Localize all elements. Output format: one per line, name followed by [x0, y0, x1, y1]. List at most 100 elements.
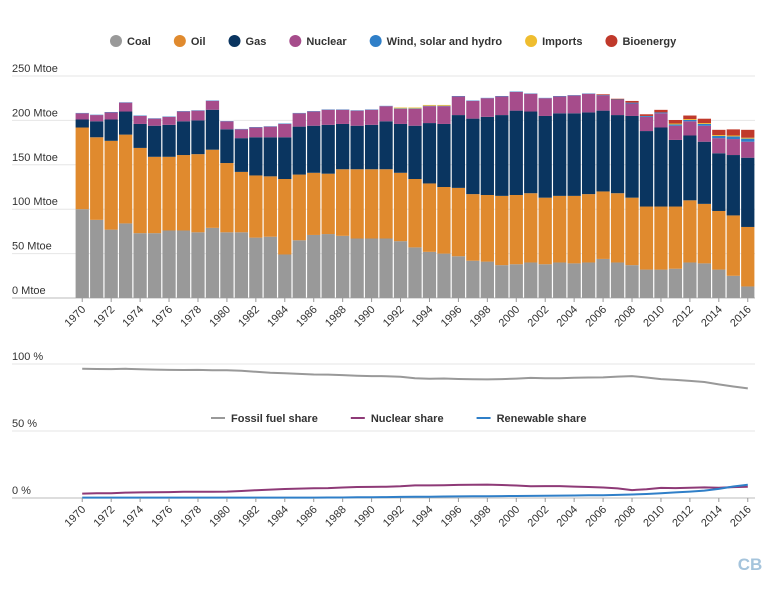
- bar-gas-2004: [567, 113, 581, 196]
- legend-swatch-bioenergy: [605, 35, 618, 47]
- top-legend: Coal Oil Gas Nuclear Wind, solar and hydro Im…: [110, 35, 677, 48]
- bottom-x-tick-label: 2008: [612, 504, 638, 530]
- bar-cap-1987: [321, 107, 335, 110]
- bar-gas-2001: [524, 111, 538, 194]
- bar-bioenergy-2008: [625, 100, 639, 103]
- top-y-tick-label: 0 Mtoe: [12, 285, 46, 297]
- bar-oil-2012: [683, 200, 697, 263]
- bar-nuclear-1991: [379, 106, 393, 122]
- bar-nuclear-1995: [437, 106, 451, 124]
- bar-cap-2011: [668, 118, 683, 120]
- bottom-y-tick-label: 50 %: [12, 418, 37, 430]
- legend-item-gas: Gas: [228, 35, 266, 48]
- bar-cap-1982: [249, 125, 263, 128]
- bar-cap-1970: [75, 111, 89, 113]
- bar-imports-2013: [697, 123, 711, 124]
- bar-cap-1988: [336, 107, 350, 110]
- bar-oil-1981: [234, 171, 249, 233]
- bar-coal-2014: [712, 269, 726, 298]
- bar-coal-1983: [263, 236, 277, 298]
- bar-cap-2000: [509, 89, 523, 92]
- bar-gas-1986: [307, 125, 321, 173]
- bar-oil-1998: [480, 194, 494, 262]
- bar-oil-1972: [104, 140, 118, 230]
- bottom-x-tick-label: 1974: [120, 504, 146, 530]
- bar-nuclear-1990: [364, 109, 379, 125]
- bottom-x-tick-label: 1970: [63, 504, 89, 530]
- bar-coal-1976: [162, 230, 176, 298]
- bar-nuclear-2002: [538, 98, 552, 116]
- bar-nuclear-1992: [393, 108, 408, 124]
- bar-bioenergy-2013: [697, 118, 711, 124]
- bar-gas-2016: [741, 157, 755, 227]
- bottom-x-tick-label: 2014: [699, 504, 725, 530]
- bar-nuclear-1984: [278, 123, 292, 138]
- bar-coal-1972: [104, 229, 118, 298]
- bar-coal-1981: [234, 232, 249, 298]
- bar-nuclear-2005: [581, 93, 596, 113]
- bar-nuclear-2013: [697, 125, 711, 142]
- bottom-x-tick-label: 1996: [439, 504, 465, 530]
- bar-gas-1971: [90, 121, 104, 138]
- legend-swatch-nuclear: [289, 35, 302, 47]
- bar-oil-1993: [408, 179, 422, 248]
- bar-gas-1989: [350, 125, 364, 170]
- bottom-lines: [82, 367, 748, 499]
- bar-cap-1980: [220, 119, 234, 121]
- legend-label-nuclear: Nuclear: [306, 36, 347, 48]
- bar-gas-1982: [249, 137, 263, 176]
- bar-coal-2012: [683, 262, 697, 298]
- bar-cap-1996: [451, 94, 466, 96]
- bar-gas-2015: [726, 155, 740, 216]
- legend-swatch-coal: [110, 35, 122, 47]
- bar-gas-2009: [639, 131, 654, 207]
- bar-oil-2007: [610, 193, 625, 263]
- bar-nuclear-1977: [176, 111, 191, 122]
- bar-oil-2011: [668, 206, 683, 269]
- bar-coal-1990: [364, 238, 379, 298]
- bar-cap-1991: [379, 104, 393, 106]
- legend-item-oil: Oil: [173, 35, 206, 48]
- bar-coal-1979: [205, 227, 220, 298]
- bar-oil-2008: [625, 197, 639, 266]
- bar-coal-2015: [726, 275, 740, 298]
- legend-swatch-gas: [228, 35, 241, 47]
- bar-oil-2015: [726, 215, 740, 276]
- bottom-y-axis: 0 % 50 % 100 %: [12, 351, 43, 497]
- bottom-x-tick-label: 2006: [583, 504, 609, 530]
- bottom-x-axis: 1970 1972 1974 1976 1978 1980 1982 1984 1986 1988…: [63, 498, 754, 529]
- bar-nuclear-2014: [712, 138, 726, 154]
- bar-bioenergy-2007: [610, 98, 625, 100]
- bar-wind-solar-and-hydro-2012: [683, 119, 697, 122]
- top-x-tick-label: 2014: [699, 304, 725, 330]
- bottom-x-tick-label: 1988: [323, 504, 349, 530]
- bar-nuclear-2006: [596, 95, 610, 111]
- bar-coal-2007: [610, 262, 625, 298]
- bar-cap-1973: [119, 100, 133, 103]
- bar-cap-2015: [726, 127, 740, 130]
- bar-gas-2008: [625, 115, 639, 198]
- bar-nuclear-1998: [480, 98, 494, 117]
- bar-bioenergy-2006: [596, 94, 610, 96]
- bar-wind-solar-and-hydro-2008: [625, 102, 639, 104]
- top-x-tick-label: 2006: [583, 304, 609, 330]
- bar-cap-2004: [567, 93, 581, 96]
- bar-imports-1993: [408, 107, 422, 109]
- bottom-y-tick-label: 0 %: [12, 485, 31, 497]
- line-renewable-share: [82, 483, 748, 499]
- bar-gas-1981: [234, 138, 249, 172]
- legend-swatch-wind-solar-and-hydro: [369, 35, 382, 47]
- bar-cap-1992: [393, 105, 408, 108]
- bar-cap-2009: [639, 112, 654, 115]
- legend-item-imports: Imports: [525, 35, 582, 48]
- bar-cap-2006: [596, 92, 610, 95]
- bar-bioenergy-2016: [741, 129, 755, 138]
- bar-coal-2008: [625, 265, 639, 298]
- bar-cap-1976: [162, 114, 176, 117]
- bar-gas-1985: [292, 126, 306, 175]
- top-x-tick-label: 2002: [526, 304, 552, 330]
- bar-wind-solar-and-hydro-2016: [741, 138, 755, 142]
- bar-nuclear-2003: [553, 96, 567, 114]
- bar-gas-1970: [75, 119, 89, 128]
- bar-oil-1995: [437, 187, 451, 254]
